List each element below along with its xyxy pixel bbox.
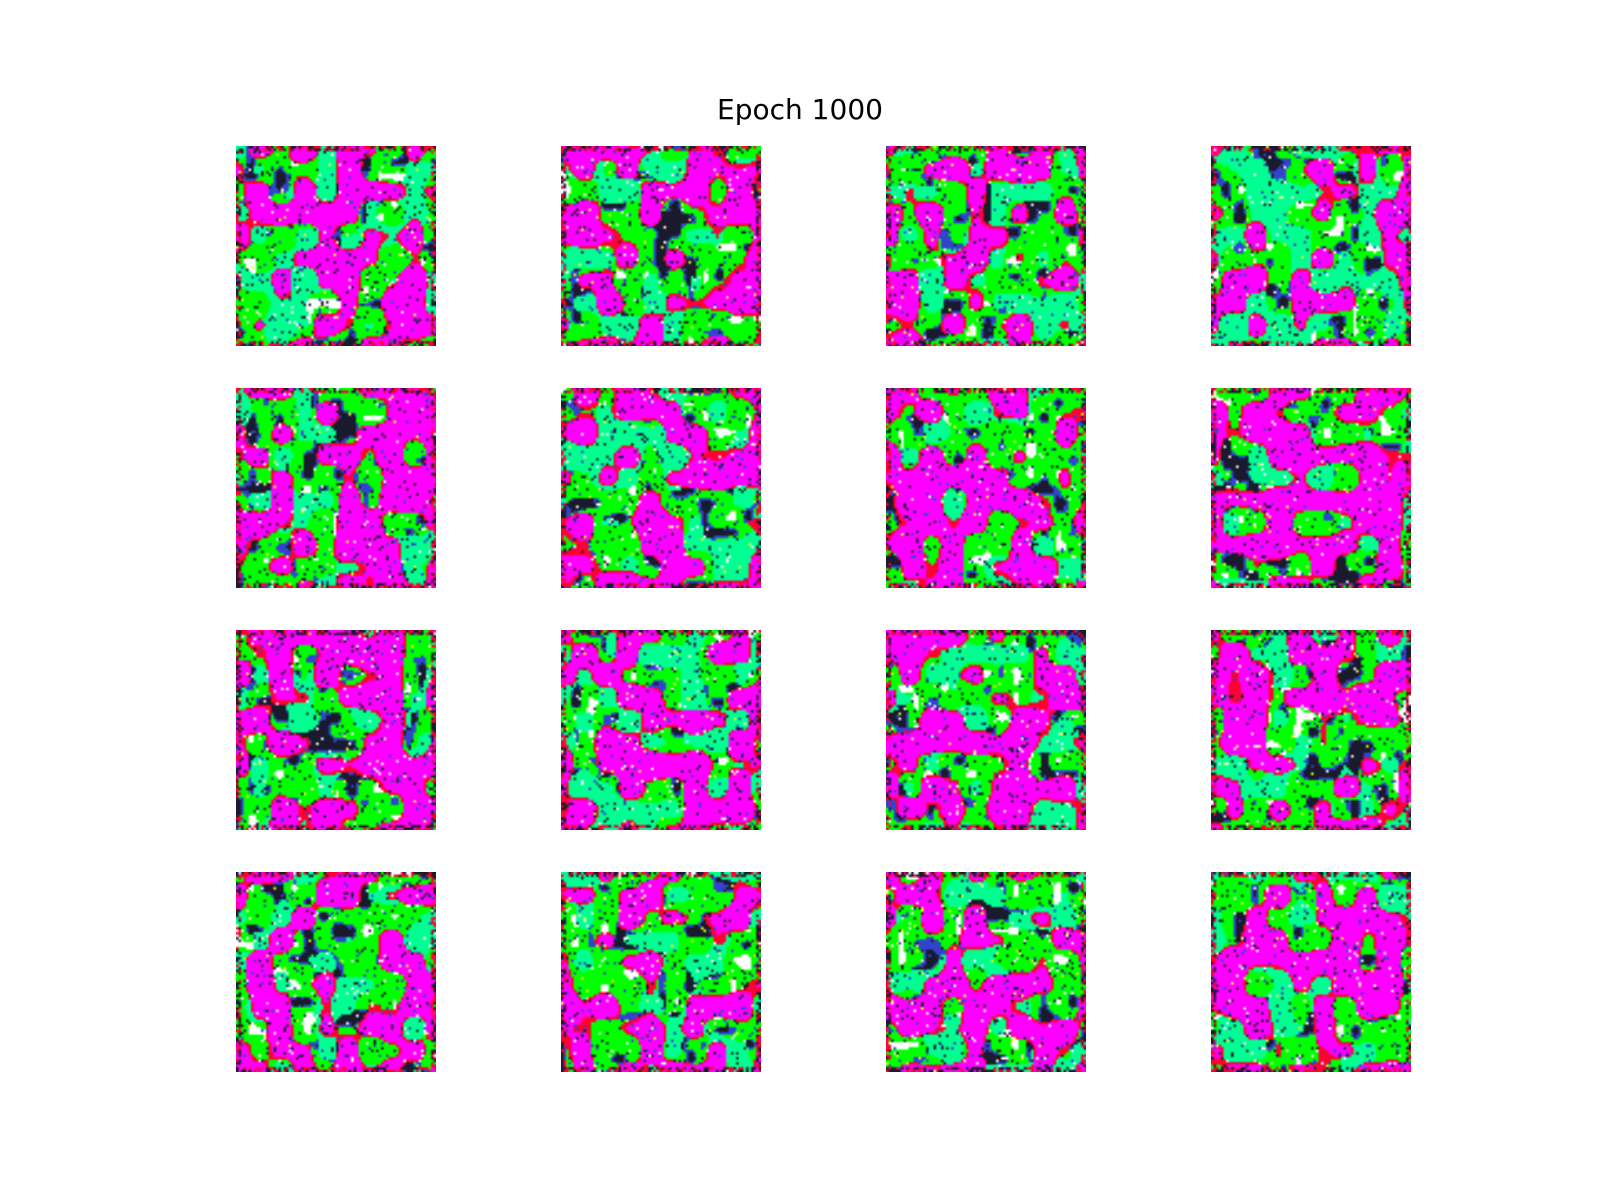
sample-canvas <box>886 388 1086 588</box>
sample-canvas <box>561 146 761 346</box>
generated-sample-image <box>886 388 1086 588</box>
generated-sample-image <box>1211 630 1411 830</box>
sample-canvas <box>1211 146 1411 346</box>
generated-sample-image <box>236 388 436 588</box>
sample-canvas <box>561 872 761 1072</box>
generated-sample-image <box>886 146 1086 346</box>
sample-canvas <box>886 630 1086 830</box>
sample-canvas <box>561 630 761 830</box>
figure-title: Epoch 1000 <box>717 93 883 126</box>
generated-sample-image <box>561 146 761 346</box>
generated-sample-image <box>236 630 436 830</box>
sample-canvas <box>236 146 436 346</box>
sample-canvas <box>1211 872 1411 1072</box>
generated-sample-image <box>236 146 436 346</box>
generated-sample-image <box>1211 388 1411 588</box>
sample-canvas <box>236 872 436 1072</box>
generated-sample-image <box>886 872 1086 1072</box>
sample-canvas <box>1211 388 1411 588</box>
generated-sample-image <box>561 630 761 830</box>
generated-sample-image <box>561 872 761 1072</box>
sample-canvas <box>886 146 1086 346</box>
sample-canvas <box>1211 630 1411 830</box>
sample-canvas <box>236 630 436 830</box>
generated-sample-image <box>886 630 1086 830</box>
generated-sample-image <box>1211 872 1411 1072</box>
generated-sample-image <box>236 872 436 1072</box>
sample-canvas <box>561 388 761 588</box>
generated-sample-image <box>561 388 761 588</box>
sample-canvas <box>236 388 436 588</box>
generated-sample-image <box>1211 146 1411 346</box>
sample-canvas <box>886 872 1086 1072</box>
